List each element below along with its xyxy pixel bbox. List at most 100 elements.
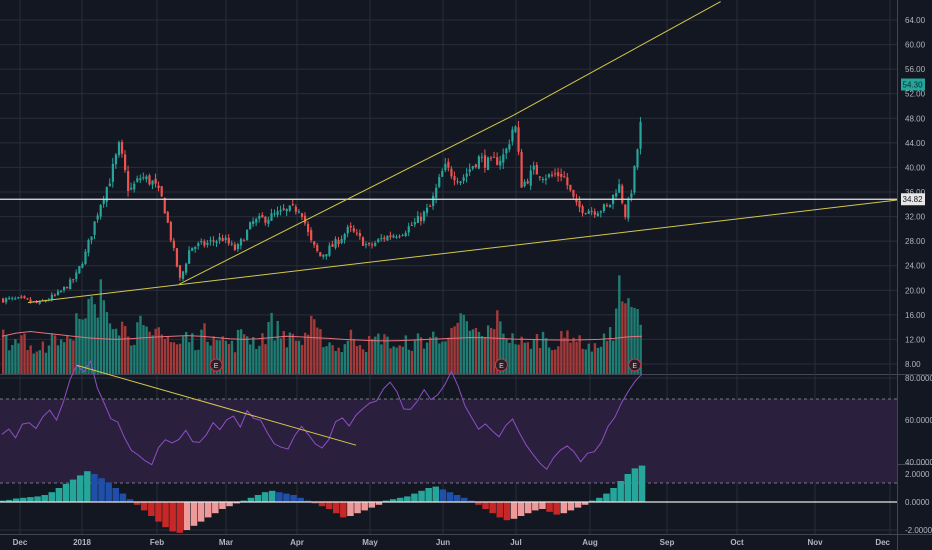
volume-bar <box>477 331 481 374</box>
macd-histogram-bar <box>112 488 120 502</box>
candle-body <box>206 242 209 245</box>
earnings-marker: E <box>209 358 223 372</box>
volume-bar <box>227 343 231 374</box>
volume-bar <box>127 336 130 374</box>
candle-body <box>422 211 426 221</box>
candle-body <box>313 241 316 245</box>
volume-bar <box>352 338 356 374</box>
volume-bar <box>279 338 282 374</box>
volume-bar <box>535 334 539 374</box>
macd-histogram-bar <box>190 502 198 526</box>
candle-body <box>371 244 374 246</box>
candle-body <box>526 181 529 184</box>
candle-body <box>5 298 8 303</box>
macd-histogram-bar <box>496 502 504 518</box>
volume-bar <box>480 336 484 374</box>
candle-body <box>401 234 404 236</box>
candle-body <box>352 228 355 232</box>
volume-bar <box>630 306 633 374</box>
volume-bar <box>575 341 578 374</box>
volume-bar <box>328 342 331 374</box>
volume-bar <box>72 340 75 374</box>
candle-body <box>514 126 517 132</box>
candle-body <box>605 205 609 207</box>
volume-bar <box>612 340 615 374</box>
candle-body <box>139 178 142 180</box>
candle-body <box>160 186 163 197</box>
macd-histogram-bar <box>596 497 603 502</box>
volume-bar <box>163 338 167 374</box>
volume-bar <box>505 338 508 374</box>
macd-histogram-bar <box>304 500 312 502</box>
volume-bar <box>465 321 468 374</box>
macd-histogram-bar <box>425 488 432 502</box>
macd-histogram-bar <box>62 483 70 502</box>
candle-body <box>185 263 188 273</box>
candle-body <box>465 173 468 177</box>
price-axis-label: 44.00 <box>905 139 926 148</box>
volume-bar <box>252 336 255 374</box>
candle-body <box>26 298 29 300</box>
volume-bar <box>615 308 618 374</box>
volume-bar <box>5 335 8 374</box>
macd-histogram-bar <box>624 474 632 502</box>
candle-body <box>627 199 630 219</box>
candle-body <box>395 236 398 238</box>
candle-body <box>343 233 346 240</box>
candle-body <box>529 170 532 186</box>
volume-bar <box>355 346 359 374</box>
volume-bar <box>429 337 432 374</box>
macd-histogram-bar <box>638 465 646 502</box>
candle-body <box>93 221 96 235</box>
volume-bar <box>499 321 502 374</box>
macd-histogram-bar <box>503 502 511 521</box>
macd-histogram-bar <box>34 496 41 502</box>
candle-body <box>209 240 212 242</box>
volume-bar <box>538 348 542 374</box>
candle-body <box>474 164 477 168</box>
candle-body <box>383 237 386 240</box>
macd-histogram-bar <box>297 497 304 502</box>
time-axis-label: Jul <box>510 538 522 547</box>
macd-histogram-bar <box>261 492 269 502</box>
last-price-label: 54.30 <box>903 81 924 90</box>
volume-bar <box>462 314 465 374</box>
candle-body <box>221 238 224 242</box>
candle-body <box>99 205 102 217</box>
volume-bar <box>75 313 78 374</box>
candle-body <box>572 189 575 197</box>
macd-histogram-bar <box>212 502 219 514</box>
time-axis-label: Mar <box>219 538 233 547</box>
macd-histogram-bar <box>12 498 20 502</box>
volume-bar <box>291 333 295 374</box>
volume-ma-line <box>1 330 643 342</box>
volume-bar <box>212 336 215 374</box>
macd-histogram-bar <box>183 502 191 530</box>
time-axis-label: Dec <box>13 538 28 547</box>
volume-bar <box>188 342 191 374</box>
volume-bar <box>322 347 325 374</box>
candle-body <box>328 245 331 256</box>
volume-bar <box>181 336 185 374</box>
earnings-marker: E <box>628 358 642 372</box>
volume-bar <box>148 331 151 374</box>
candle-body <box>81 264 84 268</box>
candle-body <box>483 155 487 168</box>
volume-bar <box>215 340 218 374</box>
volume-bar <box>93 304 96 374</box>
candle-body <box>554 173 557 175</box>
volume-bar <box>206 341 209 374</box>
price-axis-label: 48.00 <box>905 114 926 123</box>
macd-histogram-bar <box>254 495 262 502</box>
volume-bar <box>264 344 267 374</box>
candle-body <box>380 238 383 240</box>
volume-bar <box>2 329 5 374</box>
volume-bar <box>84 318 87 374</box>
macd-histogram-bar <box>574 502 582 508</box>
candle-body <box>227 237 230 244</box>
macd-histogram-bar <box>276 492 283 502</box>
candle-body <box>392 235 395 238</box>
candle-body <box>294 206 297 212</box>
